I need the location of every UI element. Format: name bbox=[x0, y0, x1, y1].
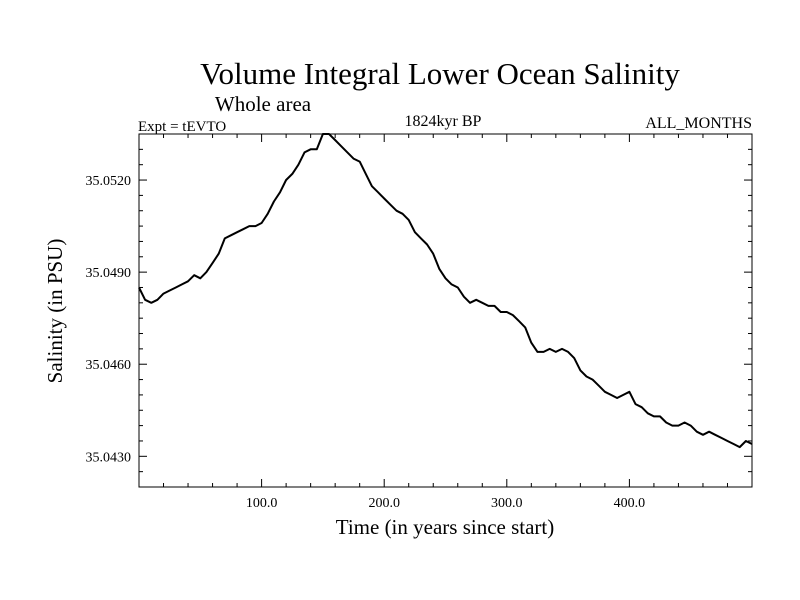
salinity-series-line bbox=[138, 133, 753, 449]
x-axis-ticks: 100.0 200.0 300.0 400.0 bbox=[138, 134, 753, 511]
x-tick-label: 400.0 bbox=[614, 496, 646, 511]
x-tick-label: 300.0 bbox=[491, 496, 523, 511]
x-tick-label: 200.0 bbox=[368, 496, 400, 511]
y-tick-label: 35.0490 bbox=[86, 266, 132, 281]
y-axis-label: Salinity (in PSU) bbox=[43, 239, 67, 384]
period-label: 1824kyr BP bbox=[405, 113, 482, 130]
experiment-label: Expt = tEVTO bbox=[138, 119, 226, 135]
chart-title: Volume Integral Lower Ocean Salinity bbox=[200, 56, 680, 91]
chart-subtitle: Whole area bbox=[215, 92, 312, 116]
months-label: ALL_MONTHS bbox=[645, 115, 752, 132]
plot-frame bbox=[138, 133, 753, 488]
x-tick-label: 100.0 bbox=[246, 496, 278, 511]
y-tick-label: 35.0520 bbox=[86, 174, 132, 189]
y-axis-ticks: 35.0430 35.0460 35.0490 35.0520 bbox=[86, 133, 752, 488]
x-axis-label: Time (in years since start) bbox=[336, 515, 555, 539]
y-tick-label: 35.0430 bbox=[86, 450, 132, 465]
y-tick-label: 35.0460 bbox=[86, 358, 132, 373]
